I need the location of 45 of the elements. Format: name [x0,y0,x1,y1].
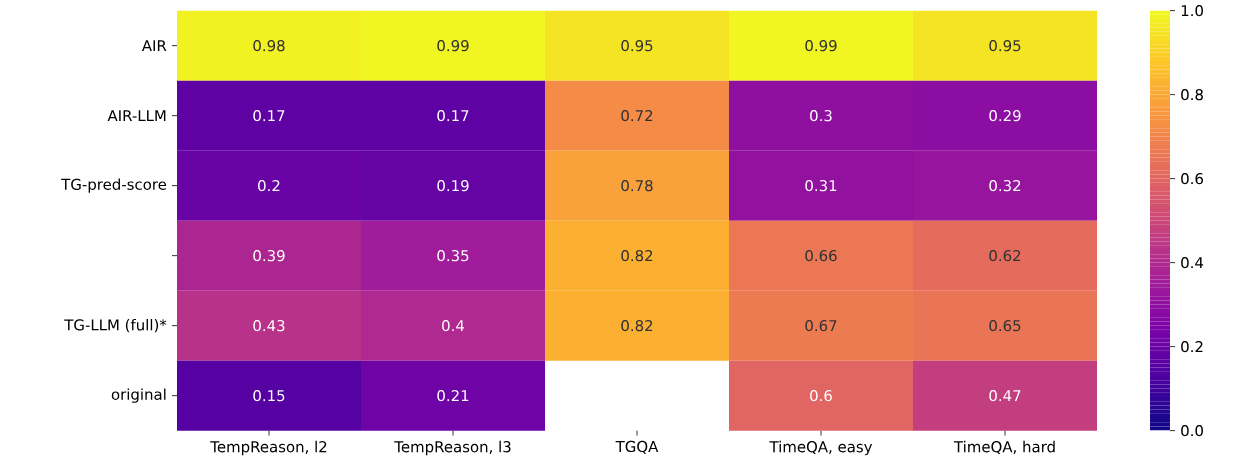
color-bar-label: 0.6 [1181,173,1204,185]
data-label: 0.98 [253,40,285,52]
data-label: 0.67 [805,320,837,332]
data-label: 0.29 [989,110,1021,122]
data-label: 0.43 [253,320,285,332]
data-label: 0.35 [437,250,469,262]
data-label: 0.3 [810,110,832,122]
y-tick-label: TG-LLM (full)* [64,319,167,333]
x-tick-label: TempReason, l3 [394,441,511,456]
color-bar-label: 0.8 [1181,89,1203,101]
data-label: 0.66 [805,250,837,262]
data-label: 0.32 [989,180,1021,192]
y-tick-label: TG-pred-score [61,178,167,194]
data-label: 0.21 [437,390,469,402]
data-label: 0.17 [253,110,285,122]
y-tick-label: AIR [141,40,167,52]
data-label: 0.31 [805,180,837,192]
data-label: 0.82 [621,250,653,262]
color-bar-label: 1.0 [1181,5,1203,17]
color-bar-label: 0.4 [1181,257,1204,269]
data-label: 0.39 [253,250,285,262]
color-bar-label: 0.0 [1181,425,1203,437]
x-tick-label: TempReason, l2 [210,441,327,456]
y-tick-label: original [111,388,166,404]
x-tick-label: TimeQA, hard [953,441,1055,455]
data-label: 0.17 [437,110,469,122]
data-label: 0.2 [258,180,280,192]
data-label: 0.82 [621,320,653,332]
data-label: 0.78 [621,180,653,192]
data-label: 0.72 [621,110,653,122]
data-label: 0.47 [989,390,1021,402]
data-label: 0.4 [442,320,465,332]
y-tick-label: AIR-LLM [107,110,166,122]
data-label: 0.99 [805,40,837,52]
data-label: 0.6 [810,390,832,402]
data-label: 0.15 [253,390,285,402]
data-label: 0.99 [437,40,469,52]
data-label: 0.95 [989,40,1021,52]
x-tick-label: TimeQA, easy [769,441,873,456]
data-label: 0.95 [621,40,653,52]
x-tick-label: TGQA [615,441,659,455]
color-bar-label: 0.2 [1181,341,1203,353]
data-label: 0.19 [437,180,469,192]
data-label: 0.62 [989,250,1021,262]
data-label: 0.65 [989,320,1021,332]
